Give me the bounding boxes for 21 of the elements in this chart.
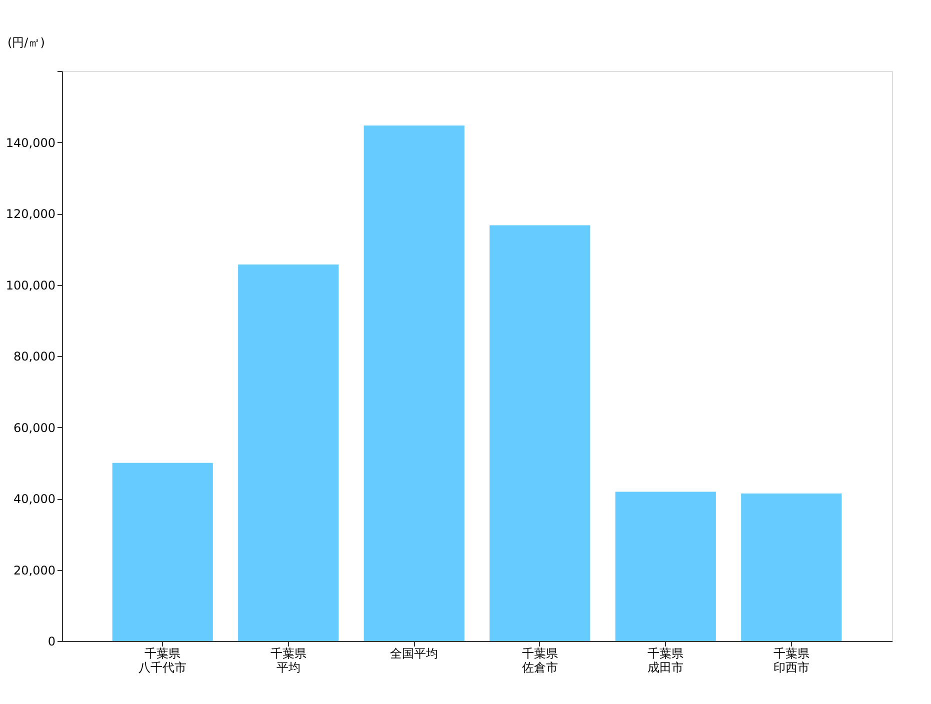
y-tick-label: 120,000	[6, 207, 56, 221]
bar	[615, 492, 716, 641]
x-tick-label: 全国平均	[390, 646, 438, 660]
y-tick-label: 20,000	[14, 563, 56, 578]
y-axis-title: (円/㎡)	[8, 36, 45, 50]
y-tick-label: 0	[48, 634, 56, 648]
y-tick-label: 40,000	[14, 492, 56, 506]
x-tick-label: 千葉県印西市	[773, 646, 810, 674]
bar	[741, 494, 842, 641]
y-tick-label: 100,000	[6, 278, 56, 292]
y-tick-label: 140,000	[6, 136, 56, 150]
bar	[364, 126, 464, 641]
y-tick-label: 80,000	[14, 350, 56, 364]
x-tick-label: 千葉県成田市	[648, 646, 684, 674]
bar	[490, 225, 590, 641]
y-tick-label: 60,000	[14, 420, 56, 435]
bar	[238, 264, 339, 641]
x-tick-label: 千葉県佐倉市	[522, 646, 558, 674]
x-tick-label: 千葉県平均	[270, 646, 306, 674]
x-tick-label: 千葉県八千代市	[138, 646, 187, 674]
bar	[112, 462, 213, 641]
